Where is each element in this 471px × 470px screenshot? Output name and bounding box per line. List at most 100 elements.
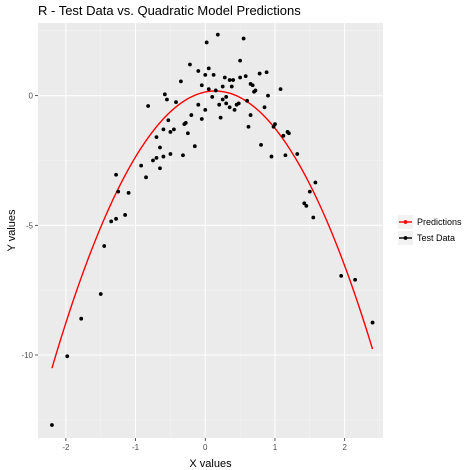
plot-panel <box>38 23 383 438</box>
test-data-point <box>307 189 312 194</box>
series-layer <box>50 32 375 427</box>
test-data-point <box>210 95 215 99</box>
chart-title: R - Test Data vs. Quadratic Model Predic… <box>38 3 301 18</box>
test-data-point <box>79 316 84 321</box>
test-data-point <box>283 153 288 158</box>
test-data-point <box>199 117 204 121</box>
test-data-point <box>50 423 54 427</box>
test-data-point <box>273 122 277 127</box>
test-data-point <box>220 84 225 89</box>
legend-label: Predictions <box>417 217 462 227</box>
x-tick-label: -1 <box>132 443 140 452</box>
test-data-point <box>278 87 283 92</box>
test-data-point <box>224 95 229 99</box>
test-data-point <box>162 92 167 97</box>
test-data-point <box>154 135 159 140</box>
grid <box>38 23 383 438</box>
test-data-point <box>227 78 232 82</box>
test-data-point <box>257 71 262 76</box>
test-data-point <box>98 292 103 296</box>
x-tick-label: 2 <box>342 443 347 452</box>
test-data-point <box>189 113 194 117</box>
test-data-point <box>158 166 162 171</box>
test-data-point <box>238 58 243 63</box>
y-axis-title: Y values <box>6 209 18 251</box>
test-data-point <box>266 93 270 98</box>
test-data-point <box>144 175 148 180</box>
test-data-point <box>102 244 107 248</box>
test-data-point <box>146 104 151 108</box>
test-data-point <box>217 102 222 107</box>
test-data-point <box>183 120 188 125</box>
test-data-point <box>211 72 216 77</box>
test-data-point <box>172 127 176 132</box>
test-data-point <box>241 36 246 41</box>
test-data-point <box>339 273 344 278</box>
test-data-point <box>232 107 237 112</box>
test-data-point <box>311 215 316 220</box>
test-data-point <box>161 154 166 159</box>
test-data-point <box>213 88 218 93</box>
test-data-point <box>123 213 128 217</box>
test-data-point <box>253 88 258 93</box>
test-data-point <box>114 216 118 221</box>
predictions-line <box>51 90 374 369</box>
y-tick-label: -10 <box>21 351 33 360</box>
test-data-point <box>262 105 267 110</box>
test-data-point <box>109 219 114 224</box>
test-data-point <box>168 152 173 156</box>
test-data-point <box>178 79 183 84</box>
test-data-point <box>206 87 211 92</box>
test-data-point <box>295 152 300 156</box>
test-data-point <box>168 130 173 134</box>
test-data-point <box>114 172 118 177</box>
test-data-point <box>304 203 309 208</box>
test-data-point <box>227 105 232 110</box>
test-data-point <box>243 74 248 79</box>
test-data-point <box>269 154 274 159</box>
test-data-point <box>264 70 269 75</box>
test-data-point <box>65 354 70 359</box>
test-data-point <box>236 101 241 106</box>
test-data-point <box>231 78 236 82</box>
test-data-point <box>215 32 220 37</box>
test-data-point <box>259 143 263 147</box>
y-tick-label: 0 <box>29 92 34 101</box>
test-data-point <box>250 83 255 88</box>
legend-key-point <box>403 220 408 224</box>
test-data-point <box>313 180 318 185</box>
test-data-point <box>206 66 211 71</box>
test-data-point <box>370 320 375 325</box>
test-data-point <box>218 115 223 120</box>
test-data-point <box>229 84 234 89</box>
test-data-point <box>161 127 166 132</box>
test-data-point <box>158 145 162 150</box>
test-data-point <box>185 131 190 136</box>
legend-label: Test Data <box>417 233 455 243</box>
test-data-point <box>165 97 169 102</box>
test-data-point <box>154 155 159 160</box>
test-data-point <box>196 69 201 73</box>
x-tick-label: 1 <box>273 443 278 452</box>
y-tick-label: -5 <box>26 221 34 230</box>
x-tick-label: 0 <box>203 443 208 452</box>
legend-key-point <box>403 236 408 240</box>
test-data-point <box>203 107 208 112</box>
test-data-point <box>174 100 178 105</box>
test-data-point <box>222 75 227 80</box>
test-data-point <box>245 98 249 103</box>
test-data-point <box>203 72 208 77</box>
test-data-point <box>238 75 243 80</box>
test-data-point <box>246 124 251 129</box>
test-data-point <box>220 97 225 102</box>
test-data-point <box>151 158 155 163</box>
test-data-point <box>224 101 229 106</box>
test-data-point <box>248 113 253 117</box>
test-data-point <box>192 144 197 149</box>
test-data-point <box>287 131 291 136</box>
axes: -2 -1 0 1 20-5-10 <box>21 92 347 452</box>
test-data-point <box>204 40 209 45</box>
x-tick-label: -2 <box>62 443 70 452</box>
test-data-point <box>116 189 121 194</box>
